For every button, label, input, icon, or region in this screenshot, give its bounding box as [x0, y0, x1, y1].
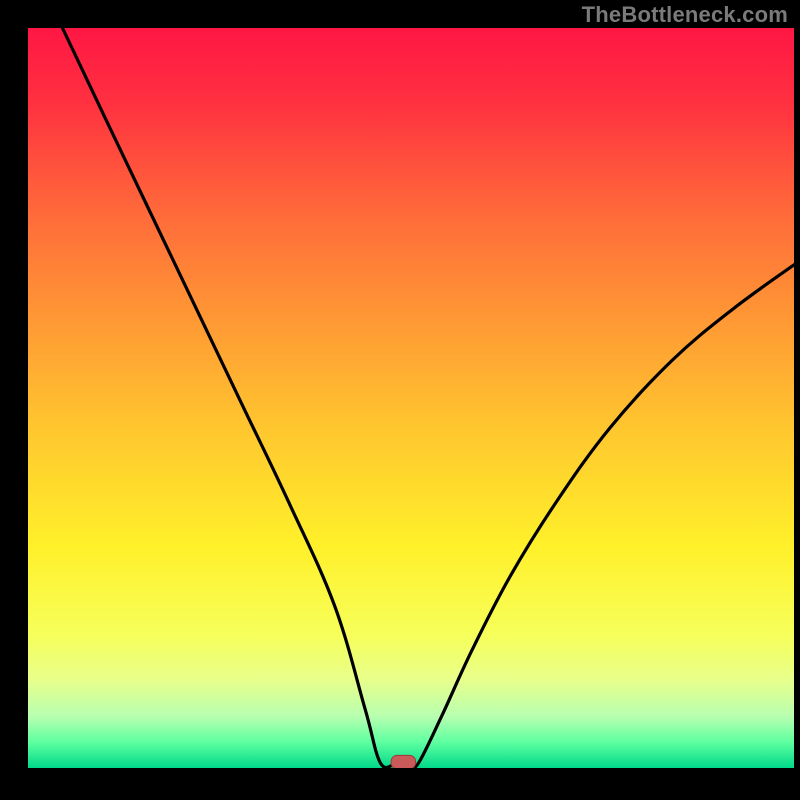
- optimal-point-marker: [391, 755, 416, 768]
- chart-gradient-background: [28, 28, 794, 768]
- chart-container: TheBottleneck.com: [0, 0, 800, 800]
- watermark-text: TheBottleneck.com: [582, 2, 788, 28]
- bottleneck-chart: [0, 0, 800, 800]
